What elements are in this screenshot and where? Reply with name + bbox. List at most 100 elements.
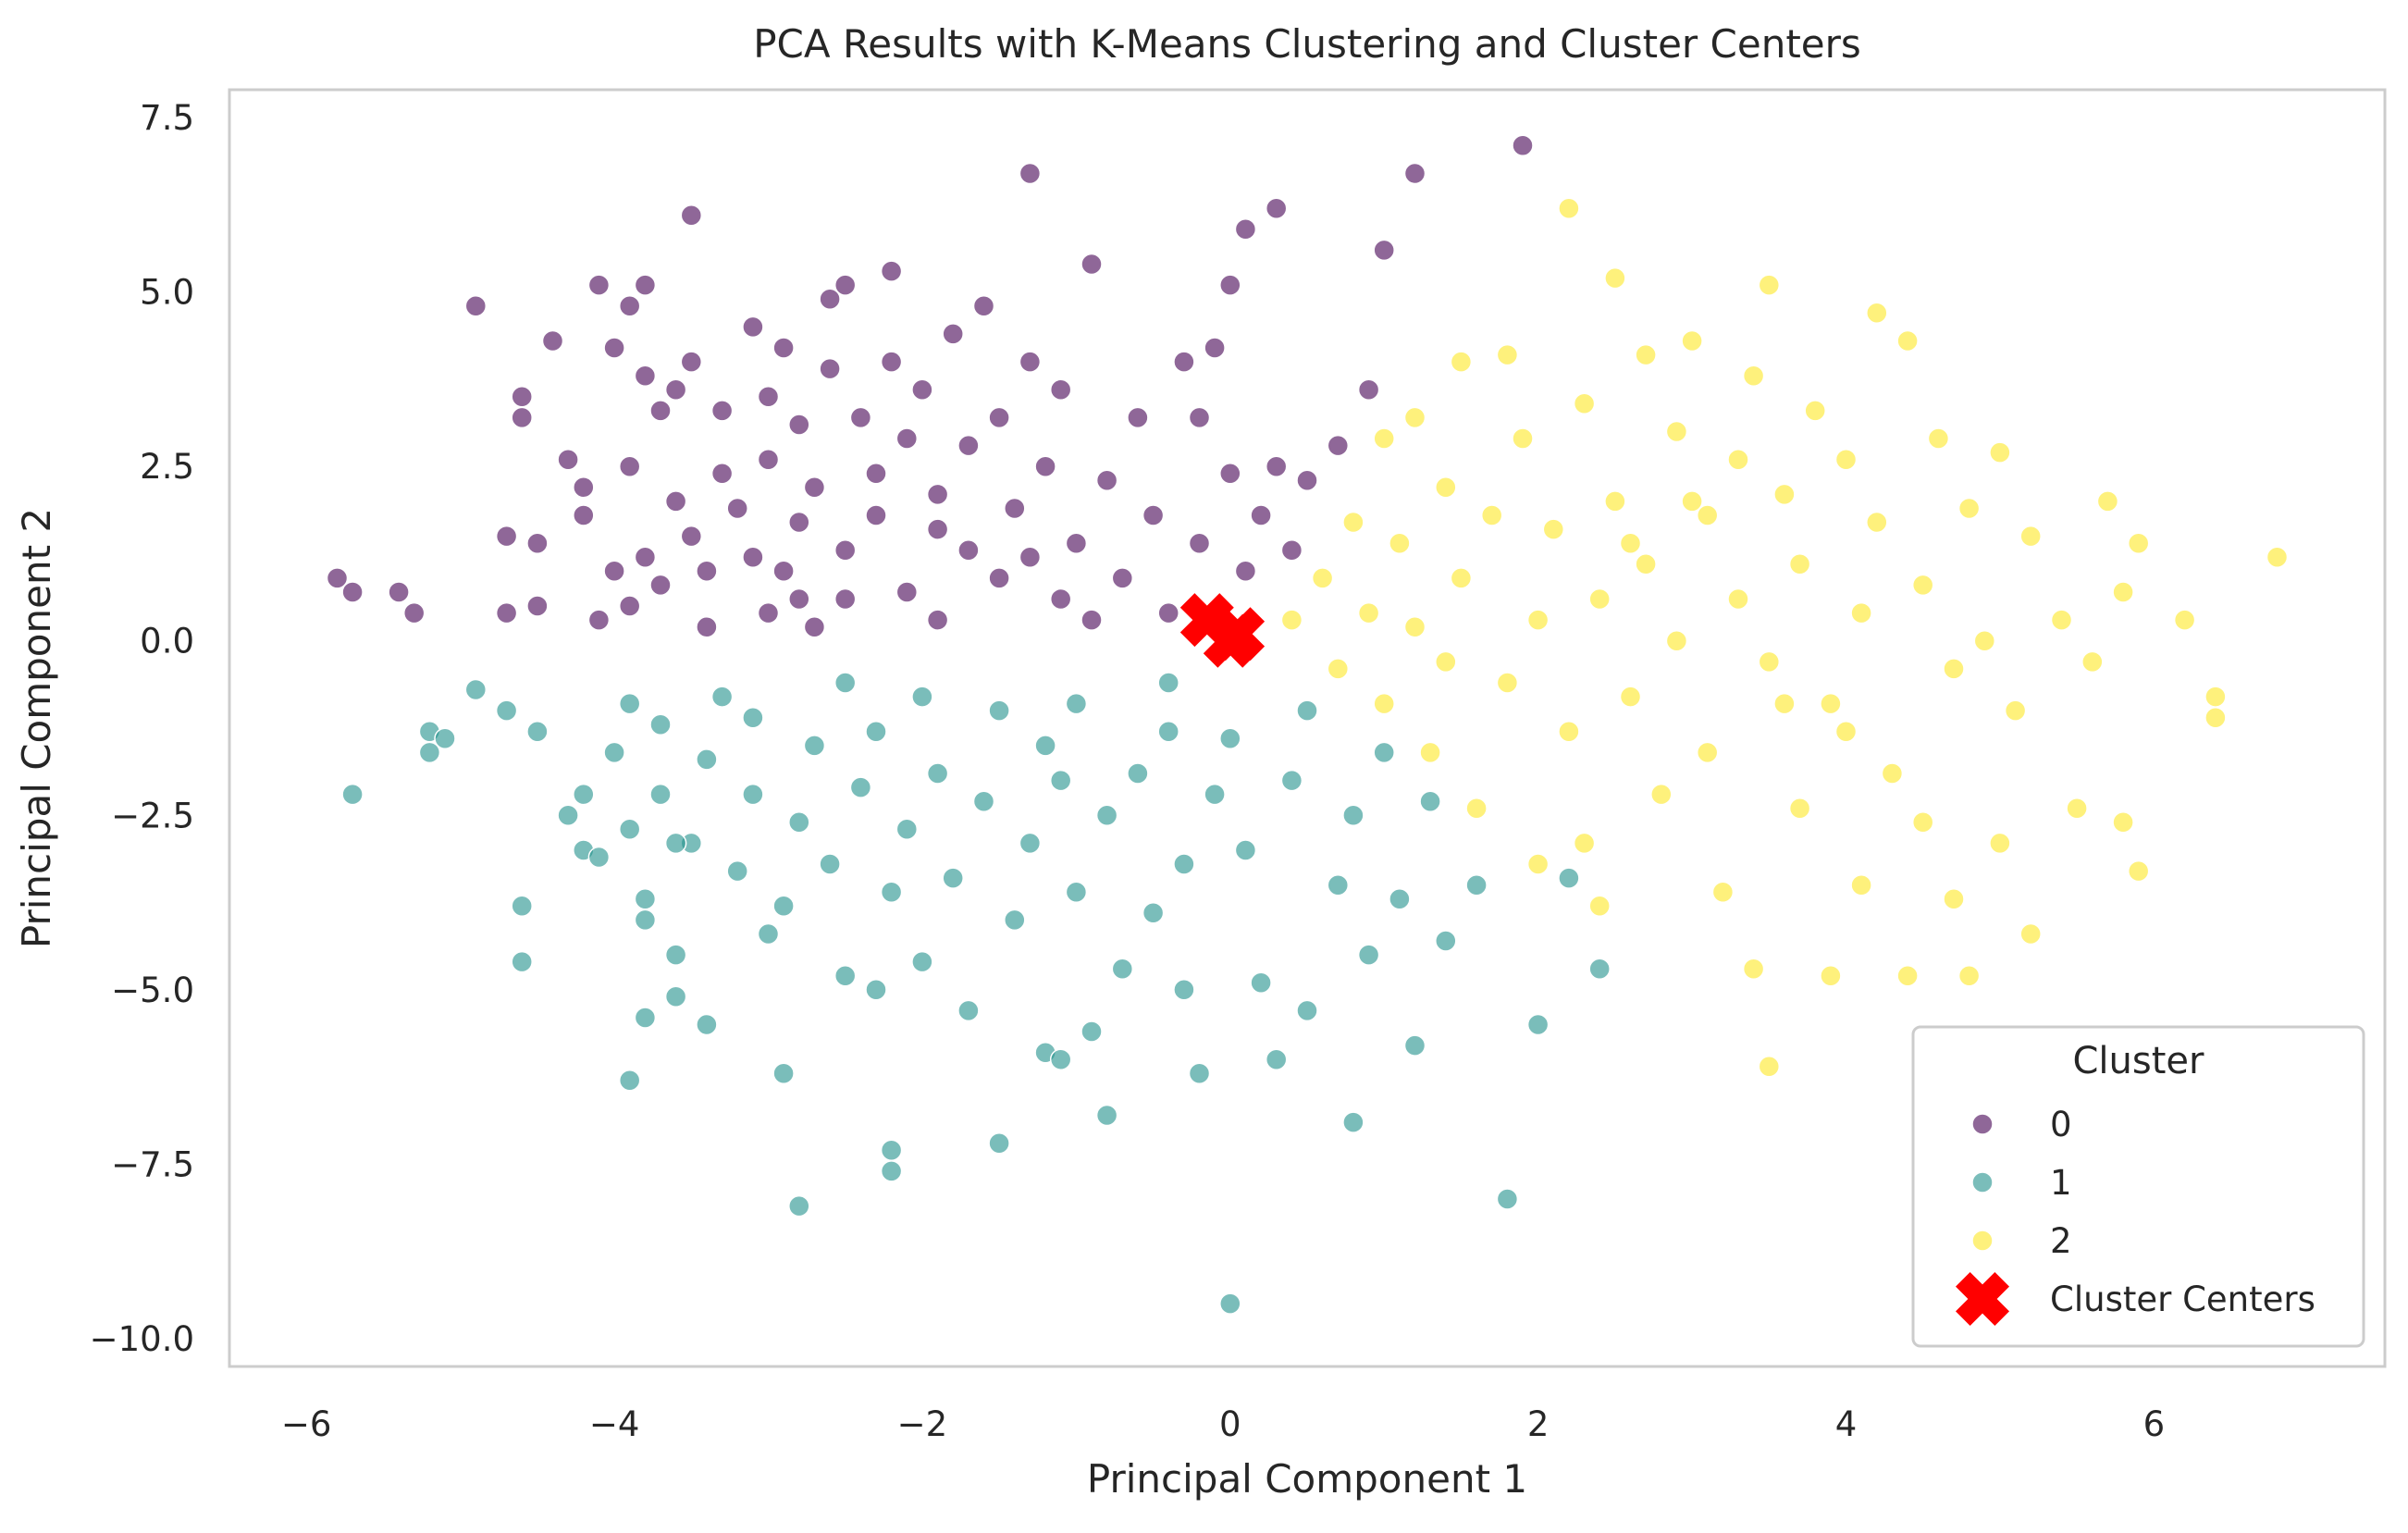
data-point-cluster-1 <box>942 867 964 889</box>
y-tick-label: −5.0 <box>111 970 194 1010</box>
data-point-cluster-2 <box>1588 587 1611 611</box>
data-point-cluster-0 <box>649 400 672 422</box>
x-tick-label: 2 <box>1527 1404 1550 1444</box>
data-point-cluster-2 <box>1727 448 1749 471</box>
data-point-cluster-1 <box>1526 1013 1550 1036</box>
data-point-cluster-0 <box>618 595 641 617</box>
data-point-cluster-1 <box>1034 735 1056 757</box>
data-point-cluster-0 <box>834 538 857 562</box>
data-point-cluster-0 <box>988 567 1010 589</box>
data-point-cluster-1 <box>664 985 687 1008</box>
data-point-cluster-2 <box>1558 197 1580 219</box>
data-point-cluster-0 <box>664 378 687 402</box>
data-point-cluster-1 <box>742 706 764 729</box>
data-point-cluster-0 <box>634 274 657 296</box>
data-point-cluster-0 <box>1357 378 1380 402</box>
axis-ticks: −6 −4 −2 0 2 4 6 −10.0 −7.5 −5.0 −2.5 0.0 2.5 5.0 7.5 <box>90 98 2166 1444</box>
data-point-cluster-0 <box>757 601 780 624</box>
data-point-cluster-0 <box>1019 546 1042 568</box>
data-point-cluster-2 <box>1373 427 1395 450</box>
y-axis-label: Principal Component 2 <box>14 508 59 948</box>
chart-title: PCA Results with K-Means Clustering and … <box>753 21 1861 67</box>
data-point-cluster-1 <box>911 686 933 708</box>
data-point-cluster-2 <box>1681 490 1703 513</box>
data-point-cluster-2 <box>1327 658 1350 680</box>
data-point-cluster-0 <box>1019 351 1042 373</box>
data-point-cluster-2 <box>1881 762 1904 785</box>
data-point-cluster-2 <box>1834 721 1858 743</box>
data-point-cluster-1 <box>634 1007 657 1029</box>
data-point-cluster-0 <box>742 546 764 568</box>
data-point-cluster-1 <box>849 776 872 798</box>
y-tick-label: −7.5 <box>111 1144 194 1184</box>
data-point-cluster-2 <box>1604 266 1626 290</box>
data-point-cluster-1 <box>511 895 533 918</box>
data-point-cluster-0 <box>1188 532 1211 554</box>
data-point-cluster-2 <box>1943 888 1965 910</box>
data-point-cluster-0 <box>819 288 841 310</box>
x-tick-label: 0 <box>1219 1404 1241 1444</box>
data-point-cluster-0 <box>834 587 857 611</box>
data-point-cluster-0 <box>788 511 810 534</box>
data-point-cluster-2 <box>1665 629 1688 652</box>
data-point-cluster-0 <box>618 455 641 477</box>
legend-marker-cluster-centers <box>1956 1272 2009 1326</box>
data-point-cluster-0 <box>464 295 488 317</box>
data-point-cluster-1 <box>618 818 641 841</box>
data-point-cluster-2 <box>2096 490 2119 513</box>
data-point-cluster-2 <box>1619 686 1642 708</box>
data-point-cluster-2 <box>1711 881 1735 903</box>
data-point-cluster-1 <box>1049 769 1072 792</box>
data-point-cluster-1 <box>988 1131 1010 1155</box>
data-point-cluster-0 <box>1173 351 1195 373</box>
data-point-cluster-1 <box>1065 692 1088 715</box>
data-point-cluster-0 <box>587 274 611 296</box>
data-point-cluster-1 <box>1019 832 1042 855</box>
data-point-cluster-2 <box>1696 504 1719 526</box>
data-point-cluster-2 <box>1465 797 1488 820</box>
data-point-cluster-1 <box>649 713 672 736</box>
data-point-cluster-0 <box>1265 197 1288 219</box>
data-point-cluster-0 <box>1004 497 1026 520</box>
data-point-cluster-2 <box>2127 859 2150 883</box>
data-point-cluster-1 <box>834 964 857 987</box>
data-point-cluster-1 <box>696 748 718 771</box>
data-point-cluster-1 <box>1173 979 1195 1001</box>
data-point-cluster-1 <box>819 853 841 875</box>
series-2 <box>1280 197 2289 1078</box>
data-point-cluster-0 <box>710 463 734 485</box>
legend-entry-label: 0 <box>2050 1105 2072 1144</box>
data-point-cluster-2 <box>1526 853 1550 875</box>
data-point-cluster-1 <box>926 762 949 785</box>
data-point-cluster-1 <box>1558 867 1580 889</box>
data-point-cluster-2 <box>1435 650 1457 674</box>
data-point-cluster-0 <box>587 609 611 631</box>
data-point-cluster-2 <box>1419 741 1441 764</box>
data-point-cluster-1 <box>1342 804 1365 827</box>
data-point-cluster-0 <box>726 497 748 520</box>
data-point-cluster-0 <box>511 386 533 408</box>
data-point-cluster-2 <box>1927 427 1950 450</box>
data-point-cluster-0 <box>526 595 549 617</box>
data-point-cluster-1 <box>1265 1048 1288 1070</box>
data-point-cluster-2 <box>1758 1055 1781 1078</box>
data-point-cluster-2 <box>1758 274 1781 296</box>
data-point-cluster-0 <box>388 581 410 603</box>
data-point-cluster-0 <box>772 560 795 583</box>
data-point-cluster-1 <box>557 804 579 827</box>
data-point-cluster-2 <box>2204 706 2227 729</box>
data-point-cluster-0 <box>1049 378 1072 402</box>
data-point-cluster-2 <box>1788 797 1811 820</box>
data-point-cluster-1 <box>834 672 857 694</box>
data-point-cluster-1 <box>865 721 887 743</box>
data-point-cluster-2 <box>1619 532 1642 554</box>
y-tick-label: 0.0 <box>140 622 194 661</box>
data-point-cluster-2 <box>1357 601 1380 624</box>
data-point-cluster-2 <box>1604 490 1626 513</box>
data-point-cluster-0 <box>634 365 657 387</box>
data-point-cluster-0 <box>742 315 764 339</box>
legend-marker-0 <box>1971 1113 1994 1135</box>
data-point-cluster-0 <box>1127 406 1149 429</box>
data-point-cluster-2 <box>1742 365 1765 387</box>
data-point-cluster-2 <box>1588 895 1611 918</box>
